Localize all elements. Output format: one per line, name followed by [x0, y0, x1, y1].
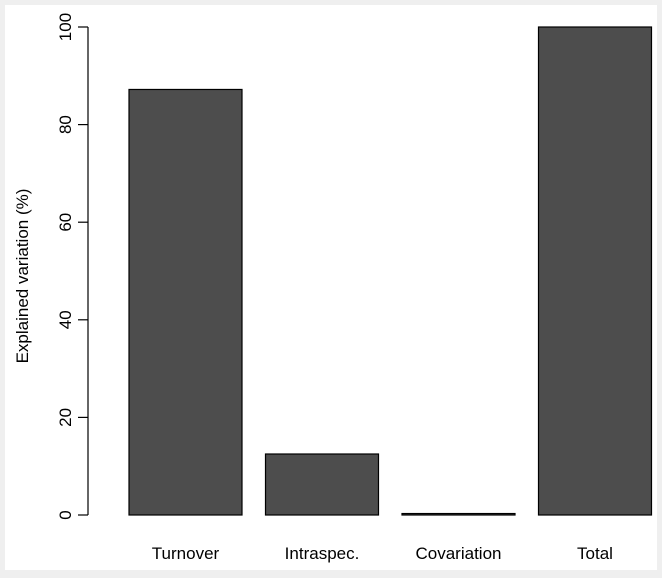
bar-turnover [128, 88, 243, 516]
y-tick-label: 60 [56, 213, 75, 232]
category-label: Intraspec. [285, 544, 360, 563]
y-tick-label: 20 [56, 408, 75, 427]
y-axis-title: Explained variation (%) [13, 189, 32, 364]
bar-intraspec [264, 453, 380, 516]
y-tick-label: 80 [56, 115, 75, 134]
bar-covariation [401, 512, 516, 516]
y-tick-label: 0 [56, 510, 75, 519]
x-axis-labels: Turnover Intraspec. Covariation Total [152, 544, 613, 563]
y-tick-label: 100 [56, 13, 75, 41]
chart-frame: 0 20 40 60 80 100 Turnover Intraspec. Covariati… [5, 5, 657, 570]
bar-total [537, 26, 653, 516]
category-label: Turnover [152, 544, 220, 563]
category-label: Total [577, 544, 613, 563]
y-tick-label: 40 [56, 310, 75, 329]
category-label: Covariation [416, 544, 502, 563]
y-axis: 0 20 40 60 80 100 [56, 13, 89, 520]
bars-group [128, 26, 653, 516]
bar-chart: 0 20 40 60 80 100 Turnover Intraspec. Covariati… [13, 13, 653, 563]
